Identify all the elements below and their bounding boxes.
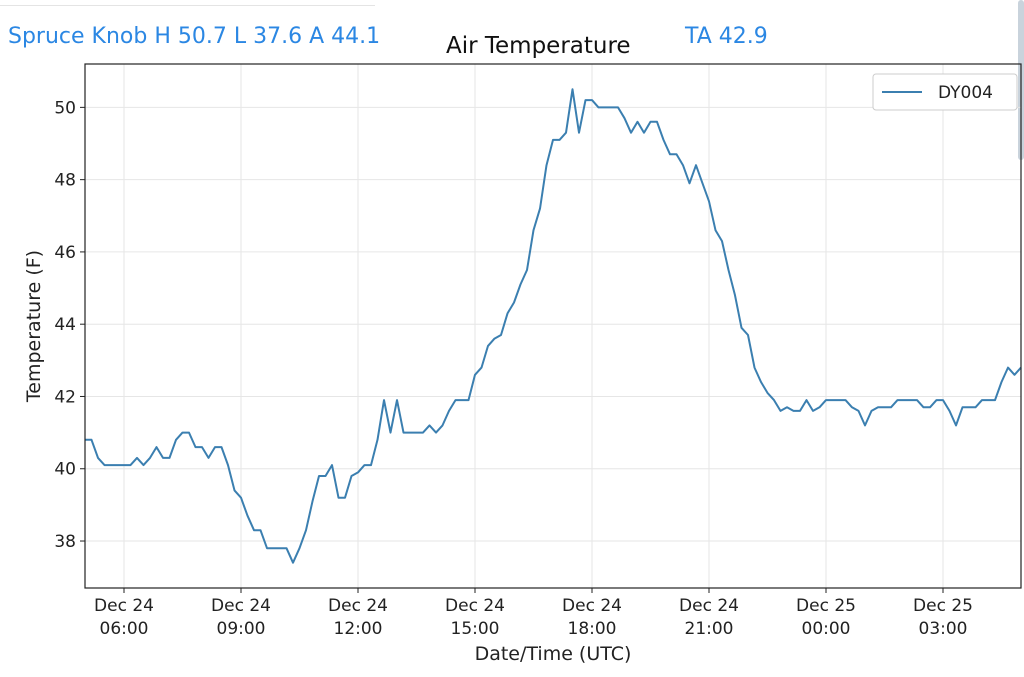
- x-tick-label-time: 21:00: [685, 619, 734, 639]
- x-tick-label-time: 03:00: [919, 619, 968, 639]
- x-tick-label-time: 06:00: [100, 619, 149, 639]
- y-tick-label: 50: [54, 98, 76, 118]
- ticks: 38 40 42 44 46 48 50 Dec 24 06:00 Dec 24 09:00 Dec …: [54, 98, 973, 639]
- legend: DY004: [872, 73, 1018, 111]
- x-tick-label-time: 15:00: [451, 619, 500, 639]
- y-tick-label: 40: [54, 460, 76, 480]
- x-tick-label-date: Dec 24: [445, 596, 505, 616]
- top-divider: [0, 5, 375, 6]
- station-summary: Spruce Knob H 50.7 L 37.6 A 44.1: [8, 24, 381, 49]
- y-axis-label: Temperature (F): [23, 250, 45, 403]
- y-tick-label: 42: [54, 387, 76, 407]
- legend-label: DY004: [938, 83, 993, 103]
- y-tick-label: 38: [54, 532, 76, 552]
- x-tick-label-date: Dec 24: [328, 596, 388, 616]
- x-tick-label-date: Dec 24: [94, 596, 154, 616]
- x-axis-label: Date/Time (UTC): [475, 643, 632, 665]
- legend-box: [872, 73, 1018, 111]
- x-tick-label-time: 18:00: [568, 619, 617, 639]
- x-tick-label-time: 00:00: [802, 619, 851, 639]
- grid: [85, 64, 1021, 588]
- ta-value: TA 42.9: [685, 24, 768, 49]
- x-tick-label-time: 12:00: [334, 619, 383, 639]
- x-tick-label-time: 09:00: [217, 619, 266, 639]
- y-tick-label: 44: [54, 315, 76, 335]
- x-tick-label-date: Dec 24: [562, 596, 622, 616]
- x-tick-label-date: Dec 24: [679, 596, 739, 616]
- chart-title: Air Temperature: [446, 33, 631, 59]
- y-tick-label: 46: [54, 243, 76, 263]
- x-tick-label-date: Dec 25: [796, 596, 856, 616]
- y-tick-label: 48: [54, 171, 76, 191]
- series-line-dy004: [85, 88, 1022, 564]
- x-tick-label-date: Dec 24: [211, 596, 271, 616]
- plot-frame: [84, 63, 1022, 589]
- x-tick-label-date: Dec 25: [913, 596, 973, 616]
